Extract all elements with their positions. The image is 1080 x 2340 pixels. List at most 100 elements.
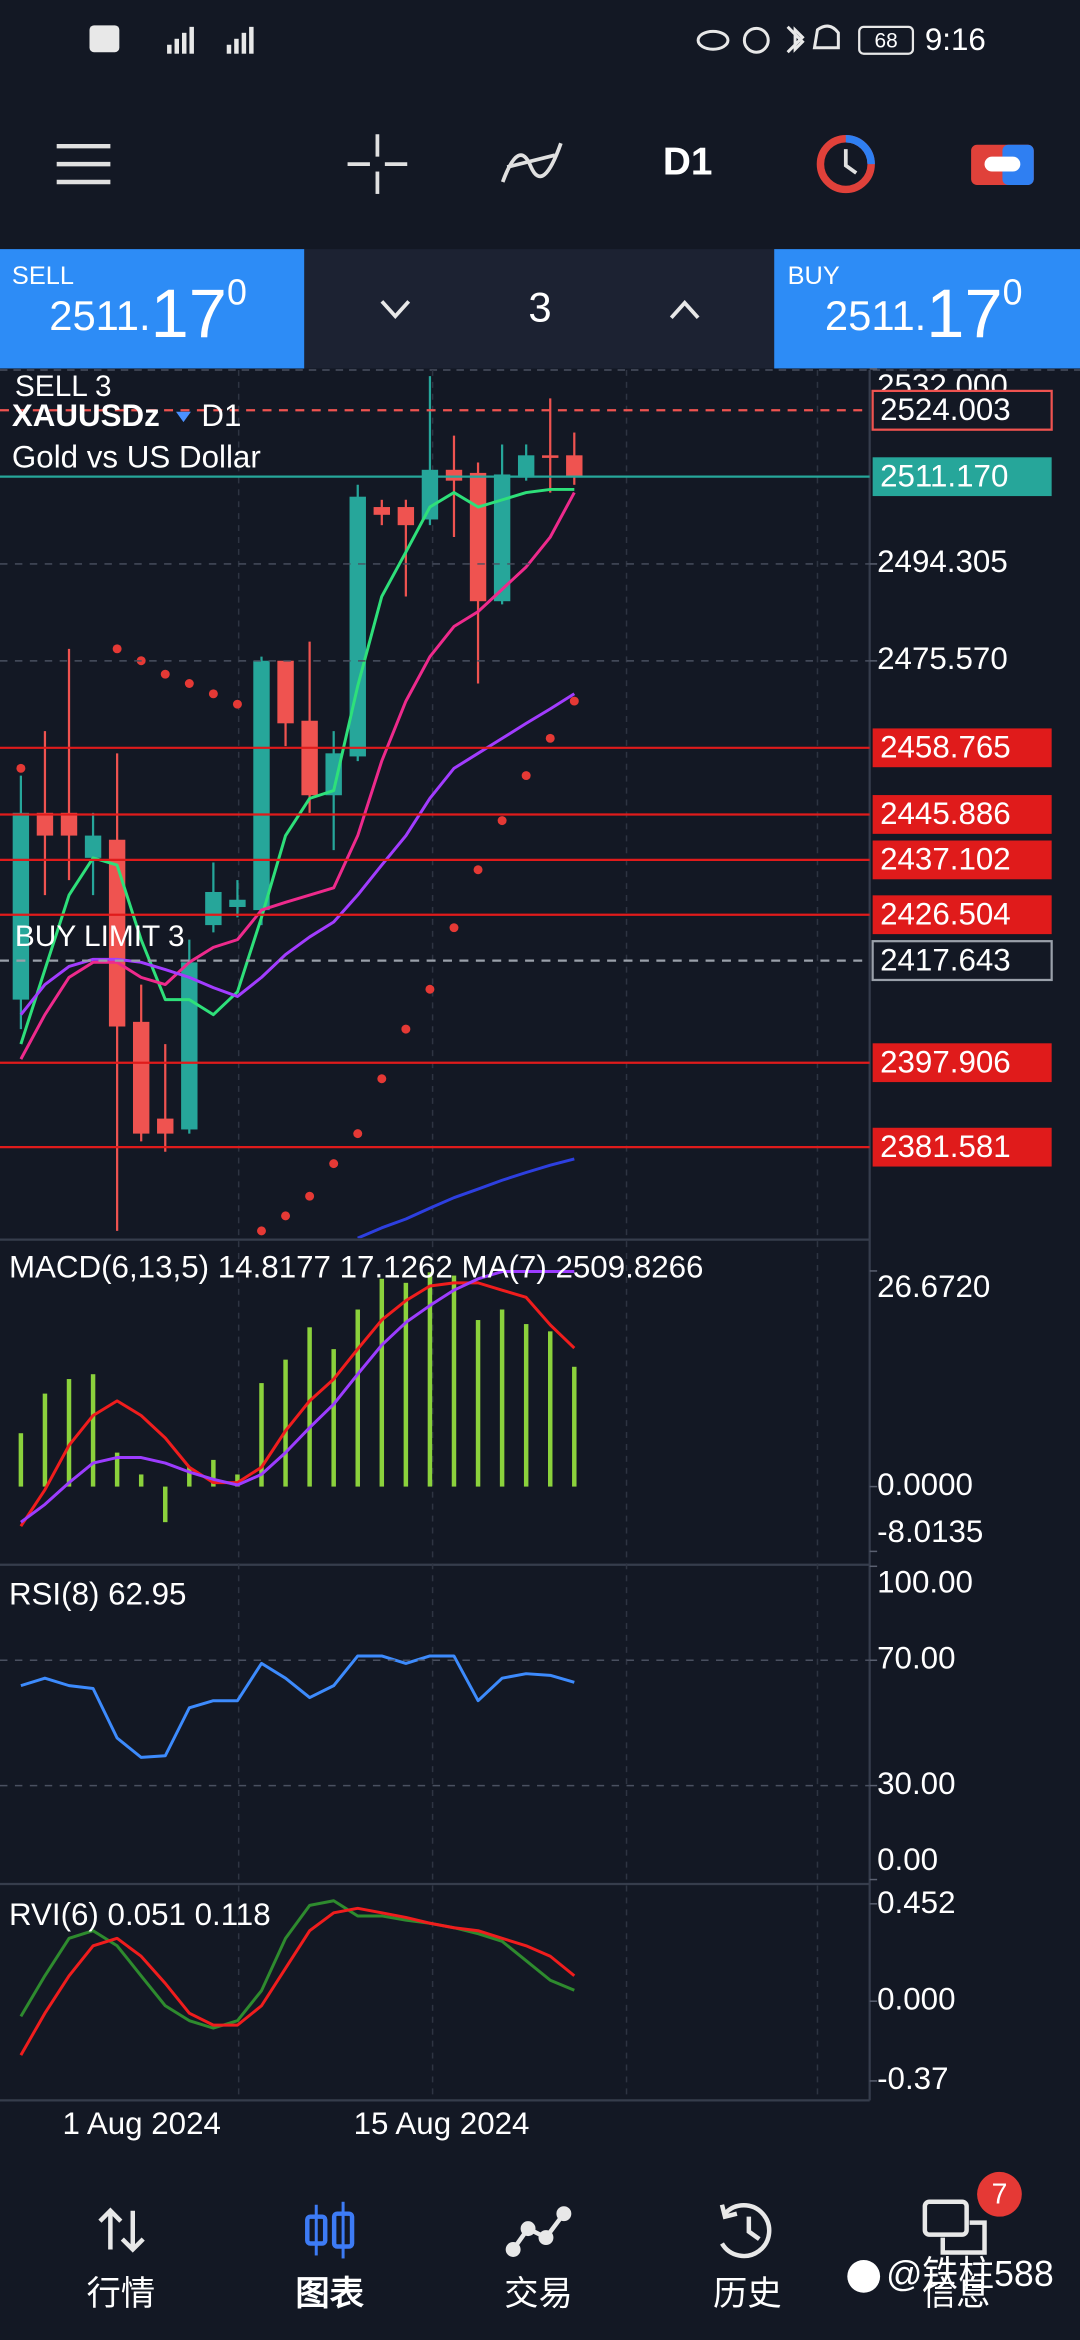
macd-bar bbox=[211, 1459, 216, 1487]
buy-label: BUY bbox=[788, 262, 840, 290]
candle-body bbox=[84, 835, 102, 858]
macd-bar bbox=[66, 1379, 72, 1487]
nav-label[interactable]: 历史 bbox=[713, 2275, 782, 2313]
sell-button[interactable] bbox=[0, 249, 305, 369]
nav-label[interactable]: 交易 bbox=[504, 2275, 573, 2313]
battery-level: 68 bbox=[874, 29, 897, 52]
volume-down[interactable] bbox=[380, 300, 411, 320]
symbol-menu-arrow[interactable] bbox=[176, 411, 191, 423]
sar-dot bbox=[160, 669, 170, 679]
trade-button[interactable] bbox=[971, 144, 1034, 185]
macd-bar bbox=[114, 1452, 120, 1487]
price-level-box bbox=[872, 1043, 1052, 1083]
quotes-icon bbox=[98, 2207, 145, 2253]
nav-label[interactable]: 信息 bbox=[922, 2275, 991, 2313]
candle-body bbox=[60, 812, 78, 836]
volume[interactable]: 3 bbox=[528, 283, 551, 330]
y-tick-label: -8.0135 bbox=[877, 1514, 983, 1549]
plot-area: 2532.0002494.3052475.5702458.7652445.886… bbox=[0, 368, 1053, 2096]
macd-bar bbox=[427, 1272, 433, 1487]
volume-up[interactable] bbox=[669, 300, 700, 319]
macd-bar bbox=[307, 1327, 312, 1487]
price-level-box bbox=[872, 795, 1052, 834]
candle-body bbox=[469, 472, 487, 602]
macd-bar bbox=[547, 1331, 553, 1487]
candle-body bbox=[325, 753, 342, 796]
indicator-line bbox=[19, 1270, 575, 1524]
candle-body bbox=[566, 455, 583, 477]
macd-bar bbox=[451, 1275, 457, 1487]
candle-body bbox=[421, 469, 439, 520]
panel-title: RVI(6) 0.051 0.118 bbox=[9, 1897, 271, 1932]
timeframe-button[interactable]: D1 bbox=[663, 140, 713, 183]
candle-body bbox=[301, 720, 318, 796]
macd-bar bbox=[403, 1282, 409, 1487]
sar-dot bbox=[112, 644, 122, 654]
status-icons bbox=[696, 24, 840, 54]
y-tick-label: 30.00 bbox=[877, 1766, 955, 1801]
y-tick-label: 26.6720 bbox=[877, 1269, 990, 1304]
price-level-box bbox=[872, 1127, 1052, 1167]
candle-body bbox=[253, 660, 270, 911]
candle-body bbox=[157, 1118, 174, 1134]
candle-body bbox=[132, 1021, 150, 1134]
candle-body bbox=[277, 660, 294, 724]
indicator-line bbox=[19, 491, 576, 1060]
signal-icons bbox=[167, 26, 254, 54]
indicator-line bbox=[357, 1157, 575, 1239]
chart-timeframe: D1 bbox=[201, 398, 241, 433]
sar-dot bbox=[497, 816, 507, 826]
sar-dot bbox=[305, 1191, 315, 1201]
price-plot bbox=[12, 376, 583, 1239]
macd-bar bbox=[572, 1366, 577, 1487]
macd-bar bbox=[331, 1349, 336, 1487]
objects-button[interactable] bbox=[816, 134, 875, 194]
bottom-nav: 7 行情 图表 交易 历史 信息 f @铁柱588 bbox=[87, 2171, 1054, 2313]
x-axis-label: 15 Aug 2024 bbox=[354, 2106, 530, 2141]
price-level-label: 2458.765 bbox=[880, 730, 1011, 765]
buy-button[interactable] bbox=[774, 249, 1080, 369]
crosshair-button[interactable] bbox=[347, 134, 408, 194]
watermark-logo-glyph: f bbox=[859, 2263, 868, 2291]
sar-dot bbox=[353, 1129, 363, 1139]
symbol: XAUUSDz bbox=[12, 398, 160, 433]
sar-dot bbox=[473, 865, 483, 875]
nav-label[interactable]: 行情 bbox=[87, 2275, 156, 2313]
y-tick-label: 0.452 bbox=[877, 1885, 955, 1920]
sar-dot bbox=[232, 699, 242, 709]
menu-button[interactable] bbox=[56, 143, 111, 185]
x-axis-label: 1 Aug 2024 bbox=[62, 2106, 220, 2141]
nav-label-active[interactable]: 图表 bbox=[295, 2275, 364, 2313]
sar-dot bbox=[329, 1159, 339, 1169]
y-tick-label: 0.00 bbox=[877, 1842, 938, 1877]
price-level-label: 2381.581 bbox=[880, 1129, 1011, 1164]
order-price: 2524.003 bbox=[880, 392, 1011, 427]
macd-bar bbox=[42, 1393, 48, 1487]
clock: 9:16 bbox=[925, 22, 986, 57]
order-label: BUY LIMIT 3 bbox=[15, 920, 185, 953]
candle-body bbox=[108, 839, 126, 1027]
sell-label: SELL bbox=[12, 262, 74, 290]
macd-bar bbox=[138, 1474, 144, 1487]
trade-bar: SELL 2511.170 3 BUY 2511.170 bbox=[0, 249, 1080, 369]
y-tick-label: -0.37 bbox=[877, 2061, 948, 2096]
sar-dot bbox=[184, 679, 194, 688]
battery bbox=[858, 25, 915, 55]
macd-bar bbox=[259, 1383, 264, 1487]
chart-icon bbox=[305, 2201, 355, 2259]
indicator-line bbox=[19, 692, 576, 1016]
indicators-button[interactable] bbox=[500, 142, 563, 183]
current-price: 2511.170 bbox=[880, 458, 1008, 493]
indicator-line bbox=[20, 1654, 575, 1759]
price-level-label: 2445.886 bbox=[880, 796, 1011, 831]
vertical-grid bbox=[237, 369, 819, 2101]
macd-bar bbox=[283, 1359, 288, 1487]
indicator-plot bbox=[19, 1899, 576, 2056]
macd-bar bbox=[523, 1324, 529, 1487]
candle-body bbox=[229, 899, 246, 907]
hd-icon bbox=[89, 25, 120, 53]
panel-title: MACD(6,13,5) 14.8177 17.1262 MA(7) 2509.… bbox=[9, 1250, 704, 1285]
indicator-line bbox=[19, 1281, 576, 1527]
y-tick-label: 100.00 bbox=[877, 1564, 973, 1599]
